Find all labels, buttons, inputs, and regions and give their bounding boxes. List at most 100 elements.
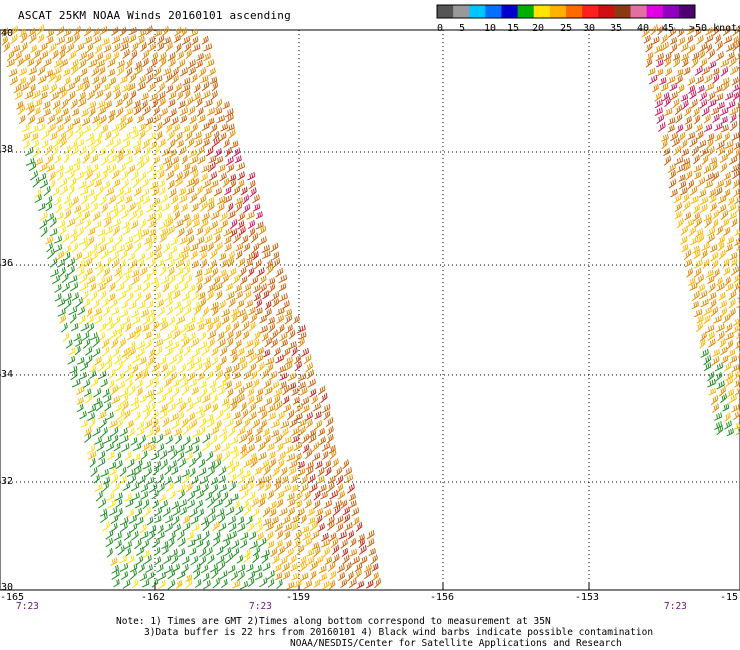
wind-barb [115,106,124,118]
wind-barb [265,522,274,532]
wind-barb [181,154,188,165]
wind-barb [705,43,713,54]
legend-swatch [549,5,567,18]
wind-barb [211,137,220,148]
wind-barb [157,42,165,52]
wind-barb [10,25,19,36]
wind-barb [667,124,675,133]
wind-barb [169,490,176,500]
wind-barb [237,516,245,526]
wind-barb [61,107,69,117]
wind-barb [79,371,87,380]
wind-barb [693,114,701,125]
wind-barb [85,169,93,181]
wind-barb [66,82,75,92]
wind-barb [130,220,139,230]
legend-label: >50 knots [689,23,740,34]
wind-barb [48,72,56,83]
wind-barb [241,499,249,510]
wind-barb [255,571,263,581]
wind-barb [358,538,366,549]
wind-barb [54,293,62,302]
wind-barb [285,361,293,372]
wind-barb [705,82,715,92]
wind-barb [158,579,166,590]
wind-barb [723,188,731,198]
wind-barb [198,340,208,350]
wind-barb [101,124,109,134]
wind-barb [686,267,694,278]
legend-swatch [662,5,680,18]
wind-barb [91,66,100,77]
wind-barb [212,536,221,547]
wind-barb [148,81,156,92]
wind-barb [267,277,276,286]
wind-barb [691,145,699,157]
wind-barb [216,195,226,205]
wind-barb [726,236,735,245]
wind-barb [171,466,179,475]
wind-barb [84,35,93,45]
wind-barb [164,291,172,302]
wind-barb [162,507,171,518]
wind-barb [716,51,724,62]
wind-barb [212,520,220,532]
wind-barb [694,27,702,38]
wind-barb [214,453,223,462]
wind-barb [155,211,163,222]
wind-barb [124,283,133,293]
wind-barb [701,242,710,251]
wind-barb [92,336,100,348]
wind-barb [162,282,170,293]
wind-barb [145,378,154,389]
wind-barb [85,179,94,189]
wind-barb [293,579,302,588]
wind-barb [25,157,35,166]
wind-barb [76,403,84,413]
wind-barb [716,225,723,236]
wind-barb [87,412,95,421]
wind-barb [127,330,136,341]
wind-barb [199,297,207,308]
wind-barb [151,537,160,549]
wind-barb [173,427,182,437]
wind-barb [46,212,54,222]
wind-barb [47,122,56,133]
wind-barb [97,362,105,373]
wind-barb [189,28,199,38]
wind-barb [225,156,234,166]
wind-barb [693,249,701,260]
wind-barb [39,162,48,172]
wind-barb [37,65,46,76]
wind-barb [154,515,162,524]
wind-barb [76,397,84,405]
wind-barb [344,522,353,532]
wind-barb [8,68,18,77]
wind-barb [175,306,184,317]
wind-barb [103,256,112,268]
wind-barb [688,226,697,237]
wind-barb [178,489,185,500]
wind-barb [288,341,297,350]
wind-barb [207,466,215,477]
wind-barb [163,36,171,45]
wind-barb [234,155,242,164]
wind-barb [250,276,259,286]
wind-barb [167,179,175,190]
footnote-line: Note: 1) Times are GMT 2)Times along bot… [116,616,551,627]
wind-barb [88,417,96,428]
wind-barb [31,89,41,100]
wind-barb [201,81,210,92]
wind-barb [656,113,665,124]
wind-barb [47,114,55,125]
wind-barb [223,227,232,237]
wind-barb [148,394,155,405]
wind-barb [140,308,149,318]
wind-barb [53,243,63,253]
wind-barb [61,282,70,293]
wind-barb [160,458,168,470]
wind-barb [213,443,221,453]
wind-barb [270,329,279,340]
y-tick-label: 34 [1,369,13,380]
wind-barb [155,345,163,357]
